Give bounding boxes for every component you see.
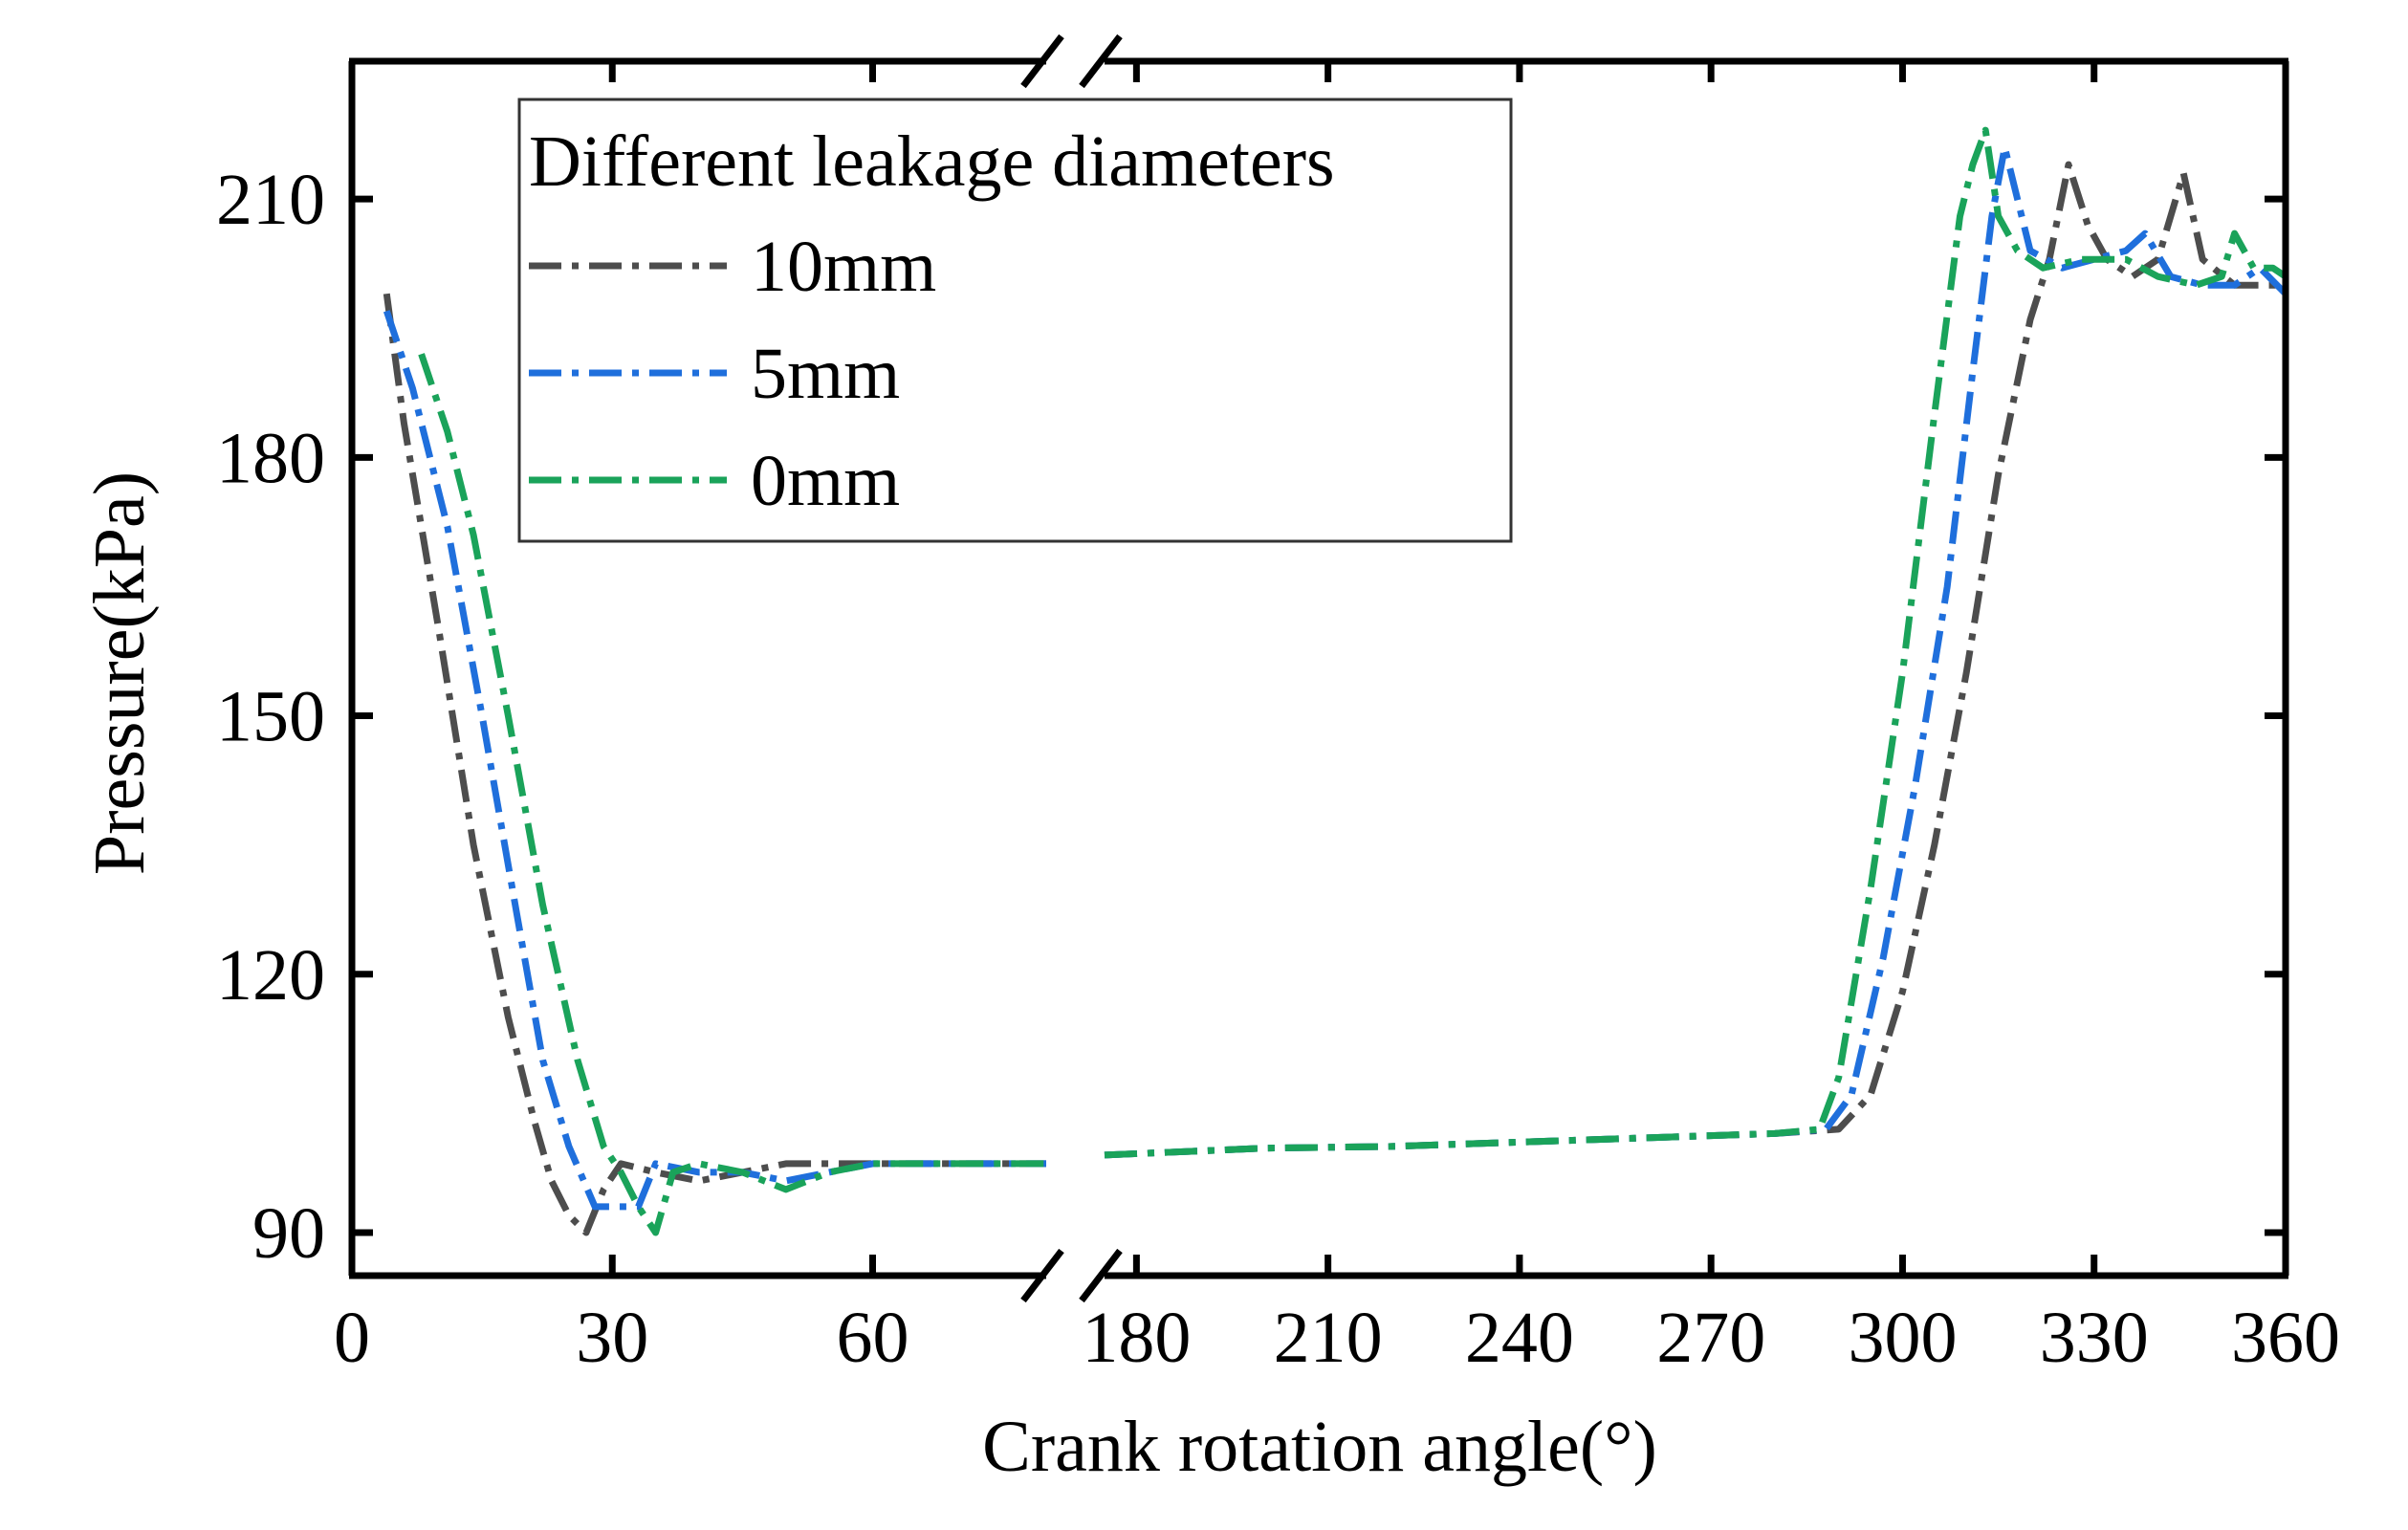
axis-break-mark-0-0 (1020, 33, 1064, 89)
axis-break-mark-1-0 (1020, 1248, 1064, 1303)
y-tick-label: 180 (216, 418, 325, 498)
legend-label-1: 5mm (751, 334, 900, 414)
series-layer (383, 126, 2288, 1236)
x-axis-label: Crank rotation angle(°) (982, 1407, 1657, 1487)
series-line-0-part-0 (383, 293, 1046, 1236)
y-tick-label: 90 (252, 1193, 325, 1274)
series-line-2-part-0 (418, 353, 1046, 1236)
legend: Different leakage diameters 10mm 5mm 0mm (517, 98, 1513, 543)
x-tick-label: 0 (334, 1298, 370, 1378)
y-tick-label: 210 (216, 160, 325, 240)
series-line-1-part-0 (383, 310, 1046, 1211)
y-tick-label: 120 (216, 935, 325, 1016)
x-tick-label: 60 (837, 1298, 909, 1378)
legend-label-2: 0mm (751, 441, 900, 521)
series-line-2-part-1 (1104, 126, 2288, 1159)
x-tick-label: 270 (1656, 1298, 1765, 1378)
x-tick-label: 330 (2040, 1298, 2149, 1378)
x-tick-label: 300 (1848, 1298, 1957, 1378)
x-tick-label: 30 (576, 1298, 648, 1378)
axis-break-mark-0-1 (1079, 33, 1123, 89)
y-axis-label: Pressure(kPa) (79, 471, 160, 875)
x-tick-label: 360 (2231, 1298, 2340, 1378)
legend-title: Different leakage diameters (529, 121, 1335, 202)
axes-layer: 0 30 60 180 210 240 270 300 330 360 90 120 150 180 210 (216, 33, 2340, 1378)
axis-break-mark-1-1 (1079, 1248, 1123, 1303)
x-tick-label: 240 (1465, 1298, 1574, 1378)
x-tick-label: 180 (1082, 1298, 1191, 1378)
x-tick-label: 210 (1274, 1298, 1383, 1378)
y-tick-label: 150 (216, 677, 325, 757)
legend-box (517, 98, 1513, 543)
legend-label-0: 10mm (751, 227, 936, 307)
